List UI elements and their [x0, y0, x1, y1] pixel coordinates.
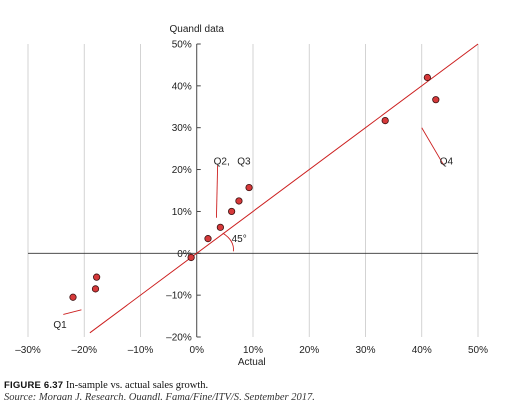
x-tick-label-4: 10%: [243, 345, 263, 356]
figure-caption: FIGURE 6.37 In-sample vs. actual sales g…: [4, 380, 504, 400]
data-point-9: [381, 116, 389, 125]
data-point-6: [228, 207, 236, 216]
annotation-pointer-0: [63, 309, 82, 315]
x-axis-title: Actual: [238, 357, 266, 368]
figure-source: Source: Morgan J. Research, Quandl. Fama…: [4, 392, 315, 400]
x-tick-label-3: 0%: [190, 345, 205, 356]
y-tick-label-3: 10%: [172, 207, 192, 218]
figure-title: In-sample vs. actual sales growth.: [65, 380, 209, 391]
annotation-label-3: Q4: [440, 157, 454, 168]
annotation-label-4: 45°: [232, 234, 247, 245]
figure-number: FIGURE 6.37: [4, 380, 64, 391]
x-tick-label-6: 30%: [355, 345, 375, 356]
y-tick-label-5: 30%: [172, 123, 192, 134]
y-tick-label-1: –10%: [166, 291, 192, 302]
data-point-1: [91, 285, 100, 293]
y-axis-title: Quandl data: [170, 24, 225, 35]
data-point-0: [69, 293, 77, 301]
data-point-8: [245, 183, 253, 192]
x-tick-label-0: –30%: [15, 345, 41, 356]
x-tick-label-8: 50%: [468, 345, 488, 356]
y-tick-label-2: 0%: [177, 249, 192, 260]
data-point-3: [187, 253, 195, 262]
x-tick-label-7: 40%: [412, 345, 432, 356]
y-tick-label-4: 20%: [172, 165, 192, 176]
y-tick-label-6: 40%: [172, 81, 192, 92]
x-tick-label-5: 20%: [299, 345, 319, 356]
data-point-7: [235, 197, 243, 205]
x-tick-label-2: –10%: [128, 345, 154, 356]
annotation-pointer-1: [215, 165, 219, 218]
annotation-pointer-3: [421, 127, 445, 166]
data-point-5: [216, 223, 224, 231]
annotation-label-2: Q3: [237, 157, 251, 168]
angle-arc: [222, 232, 234, 252]
data-point-2: [93, 273, 101, 281]
data-point-10: [423, 73, 431, 82]
y-tick-label-7: 50%: [172, 40, 192, 51]
data-point-4: [204, 235, 212, 243]
x-tick-label-1: –20%: [71, 345, 97, 356]
annotation-label-0: Q1: [53, 320, 67, 331]
data-point-11: [432, 96, 440, 104]
y-tick-label-0: –20%: [166, 333, 192, 344]
reference-line-45: [89, 43, 479, 334]
annotation-label-1: Q2,: [214, 157, 230, 168]
scatter-chart: –20% –10% 0% 10% 20% 30% 40% 50% –30% –20% –10% 0% 1…: [15, 24, 488, 368]
